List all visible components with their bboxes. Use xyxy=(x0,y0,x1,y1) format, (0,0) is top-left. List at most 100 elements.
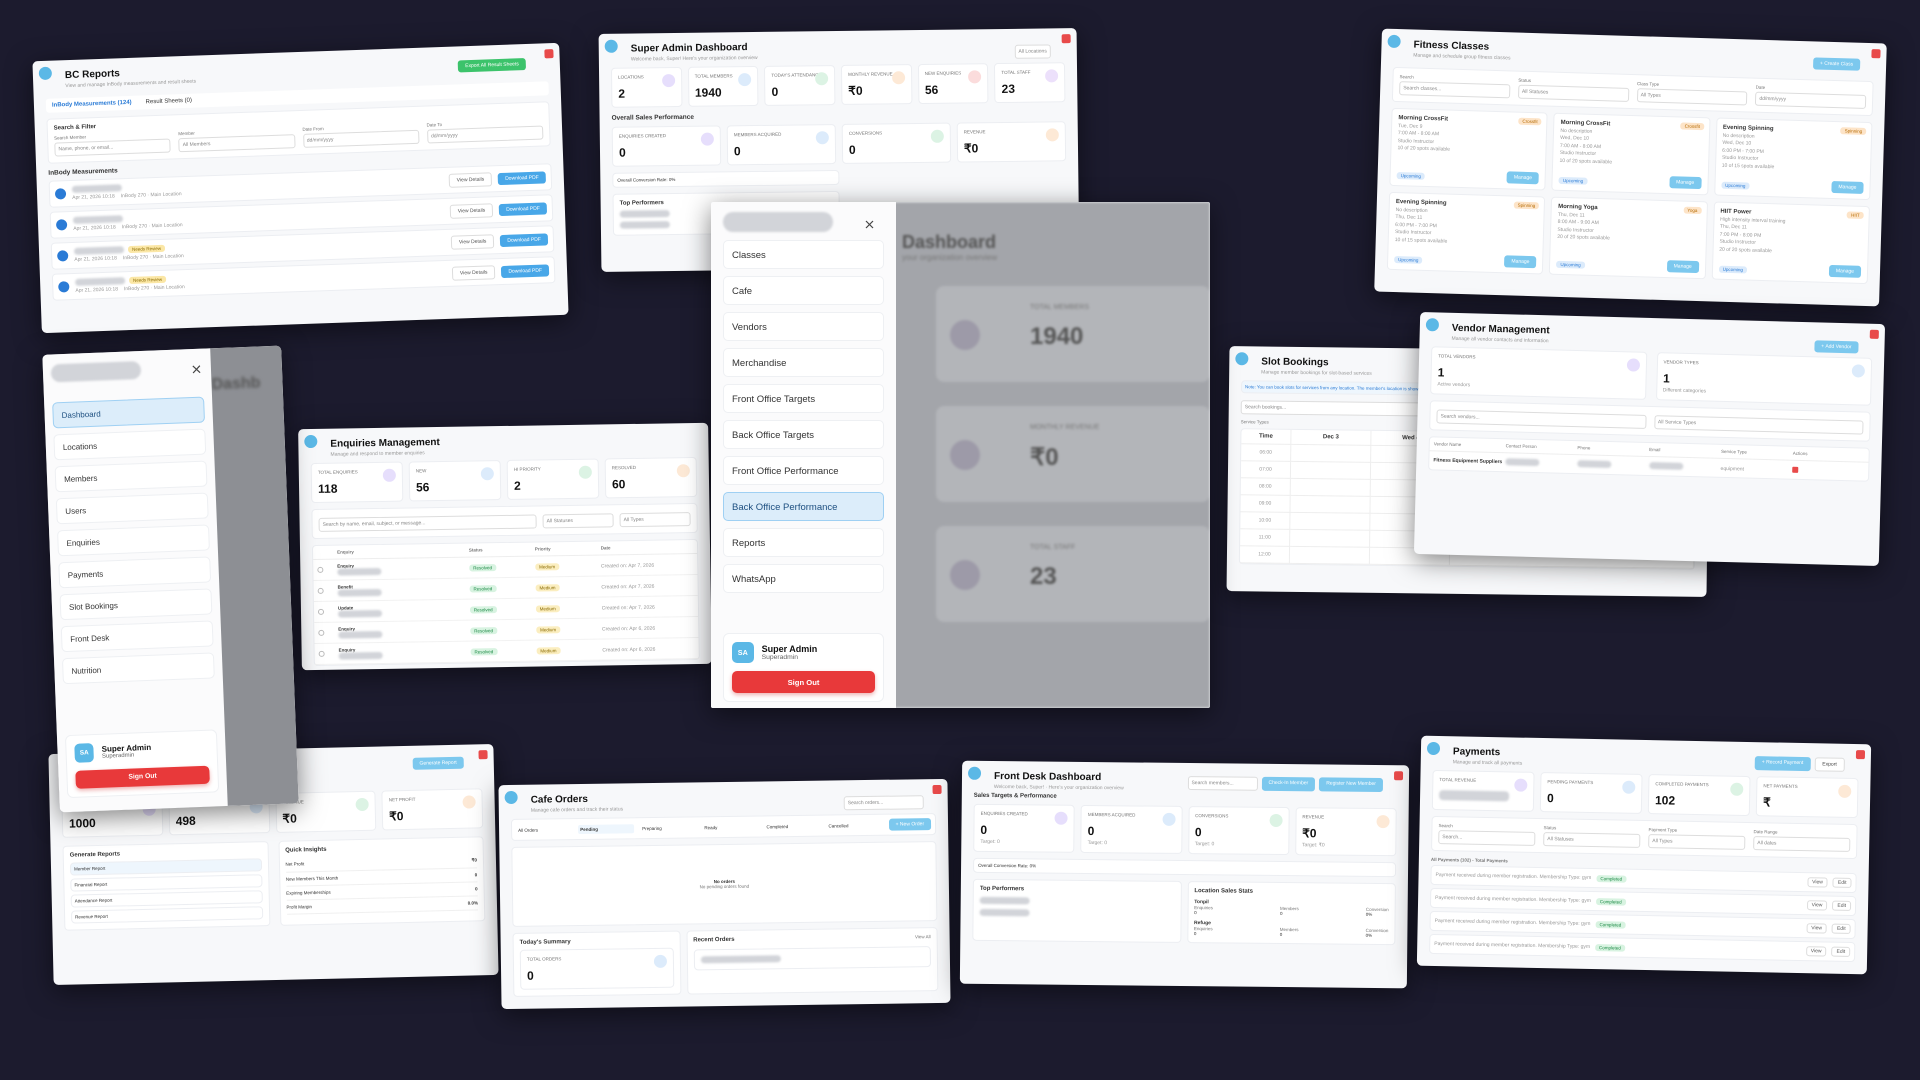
stat-value: ₹0 xyxy=(389,809,404,824)
nav-item[interactable]: WhatsApp xyxy=(723,564,884,593)
close-button[interactable] xyxy=(192,365,201,374)
action-button[interactable]: Check-In Member xyxy=(1261,776,1316,792)
filter-input[interactable]: Search... xyxy=(1438,830,1536,846)
tab[interactable]: Cancelled xyxy=(828,822,849,829)
create-button[interactable]: + Create Class xyxy=(1812,57,1861,71)
filter-input[interactable]: All Types xyxy=(1648,834,1746,850)
action-button[interactable]: View xyxy=(1805,946,1827,957)
nav-item[interactable]: Dashboard xyxy=(52,396,206,429)
action-button[interactable]: Export xyxy=(1814,757,1845,772)
action-button[interactable]: View Details xyxy=(451,265,496,281)
action-button[interactable]: Edit xyxy=(1831,923,1851,934)
manage-button[interactable]: Manage xyxy=(1504,255,1537,269)
filter-input[interactable]: All Members xyxy=(178,134,296,153)
nav-item[interactable]: Back Office Targets xyxy=(723,420,884,449)
action-button[interactable]: Download PDF xyxy=(499,202,548,216)
stat-value: ₹0 xyxy=(848,83,863,98)
action-button[interactable]: Download PDF xyxy=(497,170,546,185)
nav-item[interactable]: Members xyxy=(54,460,208,493)
metric-label: Enquiries xyxy=(1194,905,1213,911)
action-button[interactable]: View Details xyxy=(450,233,495,250)
tab[interactable]: Ready xyxy=(704,824,718,830)
nav-item[interactable]: Users xyxy=(55,492,209,525)
nav-item[interactable]: Vendors xyxy=(723,312,884,341)
top-actions[interactable]: Search members... Check-In Member Register… xyxy=(1187,776,1384,793)
top-actions[interactable]: + Record Payment Export xyxy=(1754,756,1845,772)
location-box: Location Sales Stats Tonpil Enquiries 0 Memb… xyxy=(1186,881,1396,946)
action-button[interactable]: Download PDF xyxy=(501,264,550,278)
tab[interactable]: All Orders xyxy=(518,827,539,833)
action-button[interactable]: + Record Payment xyxy=(1754,756,1811,772)
signout-button[interactable]: Sign Out xyxy=(75,765,210,789)
tab[interactable]: Completed xyxy=(766,823,789,829)
action-button[interactable]: View Details xyxy=(449,202,494,219)
filter-input[interactable]: All Statuses xyxy=(542,513,614,529)
filter-input[interactable]: dd/mm/yyyy xyxy=(302,129,420,148)
tab[interactable]: InBody Measurements (124) xyxy=(51,99,132,109)
signout-button[interactable]: Sign Out xyxy=(732,671,875,693)
action-button[interactable] xyxy=(1792,466,1799,473)
filter-input[interactable]: dd/mm/yyyy xyxy=(1755,91,1867,109)
filter-input[interactable]: All dates xyxy=(1753,836,1851,852)
nav-item[interactable]: Merchandise xyxy=(723,348,884,377)
search-input[interactable]: Search by name, email, subject, or messa… xyxy=(318,514,537,532)
search-input[interactable]: Search vendors... xyxy=(1436,409,1647,429)
action-button[interactable]: Edit xyxy=(1832,877,1852,888)
manage-button[interactable]: Manage xyxy=(1506,171,1540,185)
enquiry-table[interactable]: Enquiry Status Priority Date Enquiry Resolved… xyxy=(311,538,700,667)
stat-icon xyxy=(950,440,980,470)
filter-input[interactable]: Search classes... xyxy=(1399,81,1511,99)
tab[interactable]: Result Sheets (0) xyxy=(145,97,193,106)
nav-item[interactable]: Locations xyxy=(53,428,207,461)
nav-item[interactable]: Cafe xyxy=(723,276,884,305)
priority-badge: Medium xyxy=(535,562,560,571)
nav-item[interactable]: Nutrition xyxy=(61,652,215,685)
stat-card: NEW 56 xyxy=(408,460,502,502)
nav-item[interactable]: Front Office Targets xyxy=(723,384,884,413)
search-input[interactable]: Search orders... xyxy=(843,795,924,811)
filter-input[interactable]: All Types xyxy=(1636,88,1748,106)
filter-input[interactable]: Name, phone, or email... xyxy=(54,138,171,157)
row-text: Apr 21, 2026 10:18 InBody 270 · Main Loca… xyxy=(71,173,443,201)
vendor-table[interactable]: Vendor Name Contact Person Phone Email Servi… xyxy=(1428,436,1870,482)
action-button[interactable]: Download PDF xyxy=(500,233,549,247)
search-input[interactable]: Search members... xyxy=(1187,776,1258,791)
nav-item[interactable]: Classes xyxy=(723,240,884,269)
stat-grid: ENQUIRIES CREATED 0 Target: 0 MEMBERS ACQUI… xyxy=(973,803,1397,857)
action-button[interactable]: View Details xyxy=(448,171,493,188)
conversion-bar: Overall Conversion Rate: 0% xyxy=(612,169,840,188)
filter-input[interactable]: All Statuses xyxy=(1517,84,1629,102)
manage-button[interactable]: Manage xyxy=(1666,260,1699,274)
action-button[interactable]: Edit xyxy=(1832,900,1852,911)
filter-input[interactable]: All Types xyxy=(619,512,691,528)
tabs[interactable]: All Orders Pending Preparing Ready Completed… xyxy=(510,813,937,841)
manage-button[interactable]: Manage xyxy=(1828,264,1862,278)
tab[interactable]: Preparing xyxy=(642,825,662,831)
tab[interactable]: Pending xyxy=(578,823,635,834)
new-order-button[interactable]: + New Order xyxy=(888,818,932,831)
nav-item[interactable]: Front Office Performance xyxy=(723,456,884,485)
manage-button[interactable]: Manage xyxy=(1668,176,1702,190)
action-button[interactable]: Register New Member xyxy=(1319,777,1384,793)
nav-item[interactable]: Enquiries xyxy=(57,524,210,557)
filter-input[interactable]: dd/mm/yyyy xyxy=(426,125,544,144)
close-button[interactable] xyxy=(865,220,874,229)
backdrop-value: 23 xyxy=(1030,563,1057,590)
nav-item[interactable]: Back Office Performance xyxy=(723,492,884,521)
nav-item[interactable]: Payments xyxy=(58,556,212,589)
manage-button[interactable]: Manage xyxy=(1831,180,1864,194)
action-button[interactable]: View xyxy=(1806,923,1828,934)
nav-item[interactable]: Slot Bookings xyxy=(59,588,213,621)
action-button[interactable]: View xyxy=(1807,877,1828,888)
action-button[interactable]: View xyxy=(1806,900,1828,911)
generate-button[interactable]: Generate Report xyxy=(412,756,464,770)
export-button[interactable]: Export All Result Sheets xyxy=(458,58,527,73)
action-button[interactable]: Edit xyxy=(1831,946,1851,957)
add-button[interactable]: + Add Vendor xyxy=(1814,340,1859,354)
nav-item[interactable]: Reports xyxy=(723,528,884,557)
filter-input[interactable]: All Statuses xyxy=(1543,832,1641,848)
nav-item[interactable]: Front Desk xyxy=(60,620,214,653)
view-all-button[interactable]: View All xyxy=(914,934,931,940)
stat-icon xyxy=(815,72,829,86)
blob xyxy=(1648,462,1683,471)
